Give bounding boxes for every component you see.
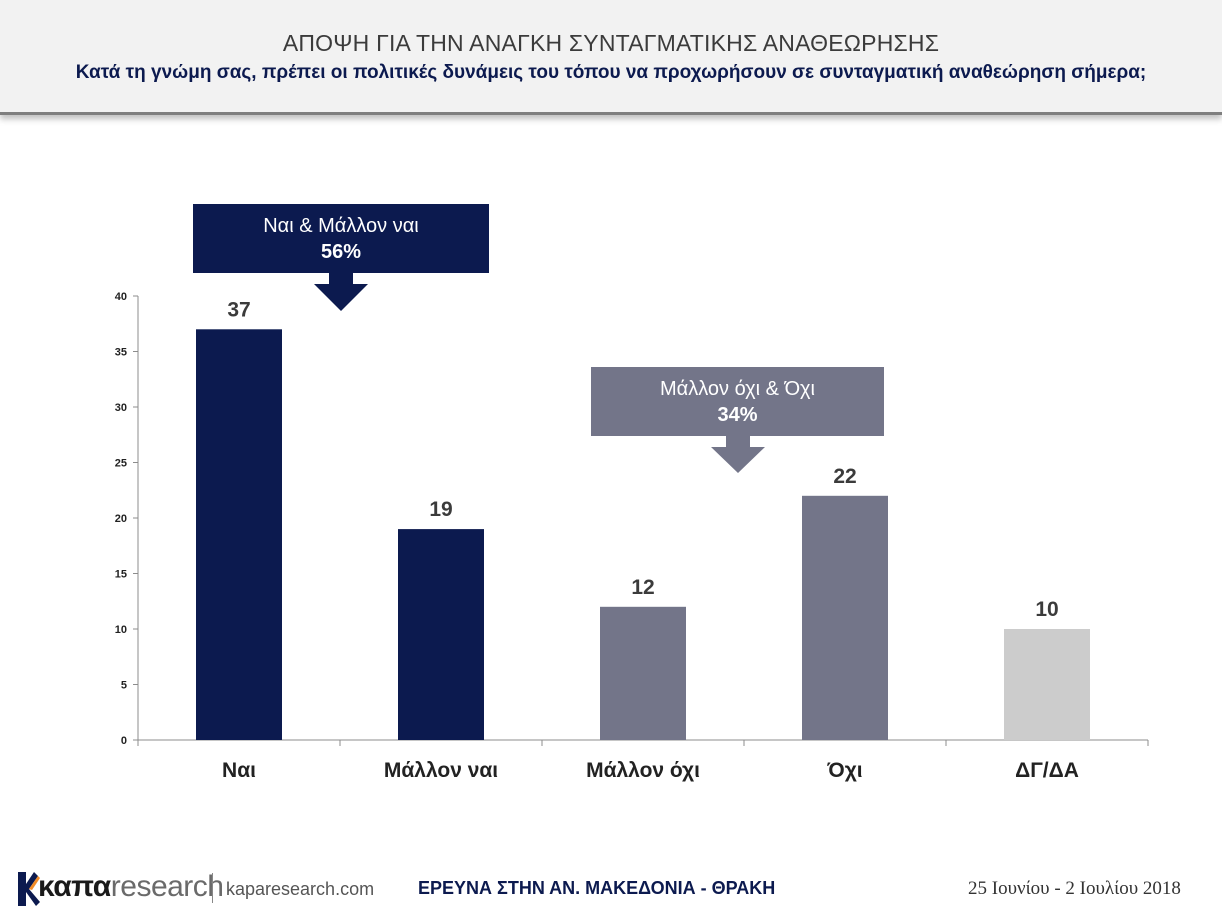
bar: [1004, 629, 1090, 740]
y-tick-label: 30: [115, 402, 127, 414]
category-label: Όχι: [826, 759, 862, 782]
category-label: ΔΓ/ΔΑ: [1015, 759, 1079, 782]
bar: [196, 329, 282, 740]
callout-box: [591, 367, 884, 436]
callout-value: 34%: [717, 404, 757, 426]
category-label: Μάλλον όχι: [586, 759, 700, 782]
chart-subtitle: Κατά τη γνώμη σας, πρέπει οι πολιτικές δ…: [75, 62, 1147, 83]
y-tick-label: 0: [121, 735, 127, 747]
y-tick-label: 15: [115, 569, 127, 581]
y-tick-label: 35: [115, 347, 127, 359]
footer-divider: [212, 873, 213, 903]
y-tick-label: 20: [115, 513, 127, 525]
logo-wordmark: καπαresearch: [38, 870, 224, 904]
bar: [398, 529, 484, 740]
category-label: Μάλλον ναι: [384, 759, 498, 782]
callout-value: 56%: [321, 241, 361, 263]
logo-light-text: research: [110, 870, 224, 903]
callout-label: Ναι & Μάλλον ναι: [263, 215, 419, 237]
logo-bold-text: καπα: [38, 870, 111, 903]
bar: [600, 606, 686, 740]
data-label: 19: [429, 498, 452, 521]
chart-title: ΑΠΟΨΗ ΓΙΑ ΤΗΝ ΑΝΑΓΚΗ ΣΥΝΤΑΓΜΑΤΙΚΗΣ ΑΝΑΘΕ…: [282, 30, 940, 56]
callout-arrow-icon: [711, 436, 765, 473]
survey-dates: 25 Ιουνίου - 2 Ιουλίου 2018: [968, 878, 1181, 899]
website-link[interactable]: kaparesearch.com: [226, 879, 375, 899]
callout-label: Μάλλον όχι & Όχι: [660, 378, 815, 400]
survey-name: ΕΡΕΥΝΑ ΣΤΗΝ ΑΝ. ΜΑΚΕΔΟΝΙΑ - ΘΡΑΚΗ: [418, 878, 776, 898]
data-label: 37: [227, 298, 250, 321]
data-label: 22: [833, 465, 856, 488]
category-label: Ναι: [222, 759, 256, 782]
callout-arrow-icon: [314, 273, 368, 311]
y-tick-label: 25: [115, 458, 127, 470]
data-label: 12: [631, 576, 654, 599]
y-tick-label: 10: [115, 624, 127, 636]
y-tick-label: 5: [121, 680, 127, 692]
kapa-logo-icon: [18, 872, 40, 906]
y-tick-label: 40: [115, 291, 127, 303]
bar: [802, 495, 888, 740]
callout-box: [193, 204, 489, 273]
header-bar: ΑΠΟΨΗ ΓΙΑ ΤΗΝ ΑΝΑΓΚΗ ΣΥΝΤΑΓΜΑΤΙΚΗΣ ΑΝΑΘΕ…: [0, 0, 1222, 115]
data-label: 10: [1035, 598, 1058, 621]
